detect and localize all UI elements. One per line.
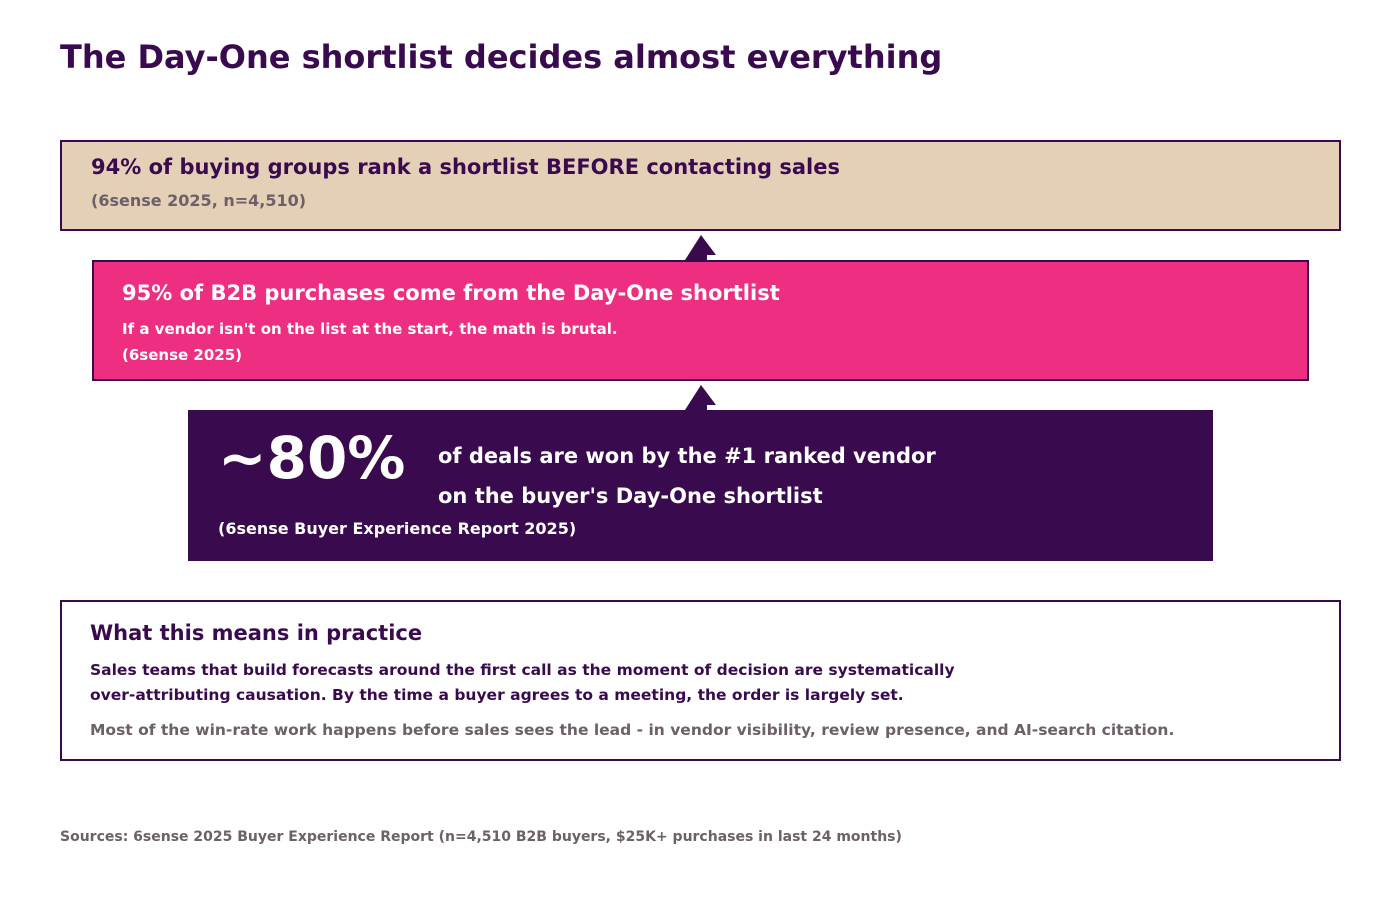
big-stat-description-line1: of deals are won by the #1 ranked vendor <box>438 444 936 468</box>
down-arrow-1-icon <box>685 235 716 260</box>
page-title: The Day-One shortlist decides almost eve… <box>60 38 943 76</box>
big-stat-description-line2: on the buyer's Day-One shortlist <box>438 484 823 508</box>
stat-box-purchases: 95% of B2B purchases come from the Day-O… <box>92 260 1309 381</box>
stat-box-shortlist-ranking: 94% of buying groups rank a shortlist BE… <box>60 140 1341 231</box>
big-stat-value: ~80% <box>218 424 406 492</box>
practice-paragraph-line2: over-attributing causation. By the time … <box>90 686 904 704</box>
practice-heading: What this means in practice <box>90 621 423 645</box>
practice-paragraph-line1: Sales teams that build forecasts around … <box>90 661 955 679</box>
sources-footnote: Sources: 6sense 2025 Buyer Experience Re… <box>60 829 902 845</box>
stat-box-purchases-subtext: If a vendor isn't on the list at the sta… <box>122 320 618 338</box>
down-arrow-2-icon <box>685 385 716 410</box>
practice-note: Most of the win-rate work happens before… <box>90 721 1175 739</box>
stat-box-win-rate: ~80% of deals are won by the #1 ranked v… <box>188 410 1213 561</box>
stat-box-purchases-source: (6sense 2025) <box>122 346 242 364</box>
stat-box-purchases-headline: 95% of B2B purchases come from the Day-O… <box>122 281 780 305</box>
practice-implications-box: What this means in practice Sales teams … <box>60 600 1341 761</box>
stat-box-shortlist-ranking-source: (6sense 2025, n=4,510) <box>91 191 307 210</box>
stat-box-shortlist-ranking-headline: 94% of buying groups rank a shortlist BE… <box>91 155 840 179</box>
big-stat-source: (6sense Buyer Experience Report 2025) <box>218 519 577 538</box>
